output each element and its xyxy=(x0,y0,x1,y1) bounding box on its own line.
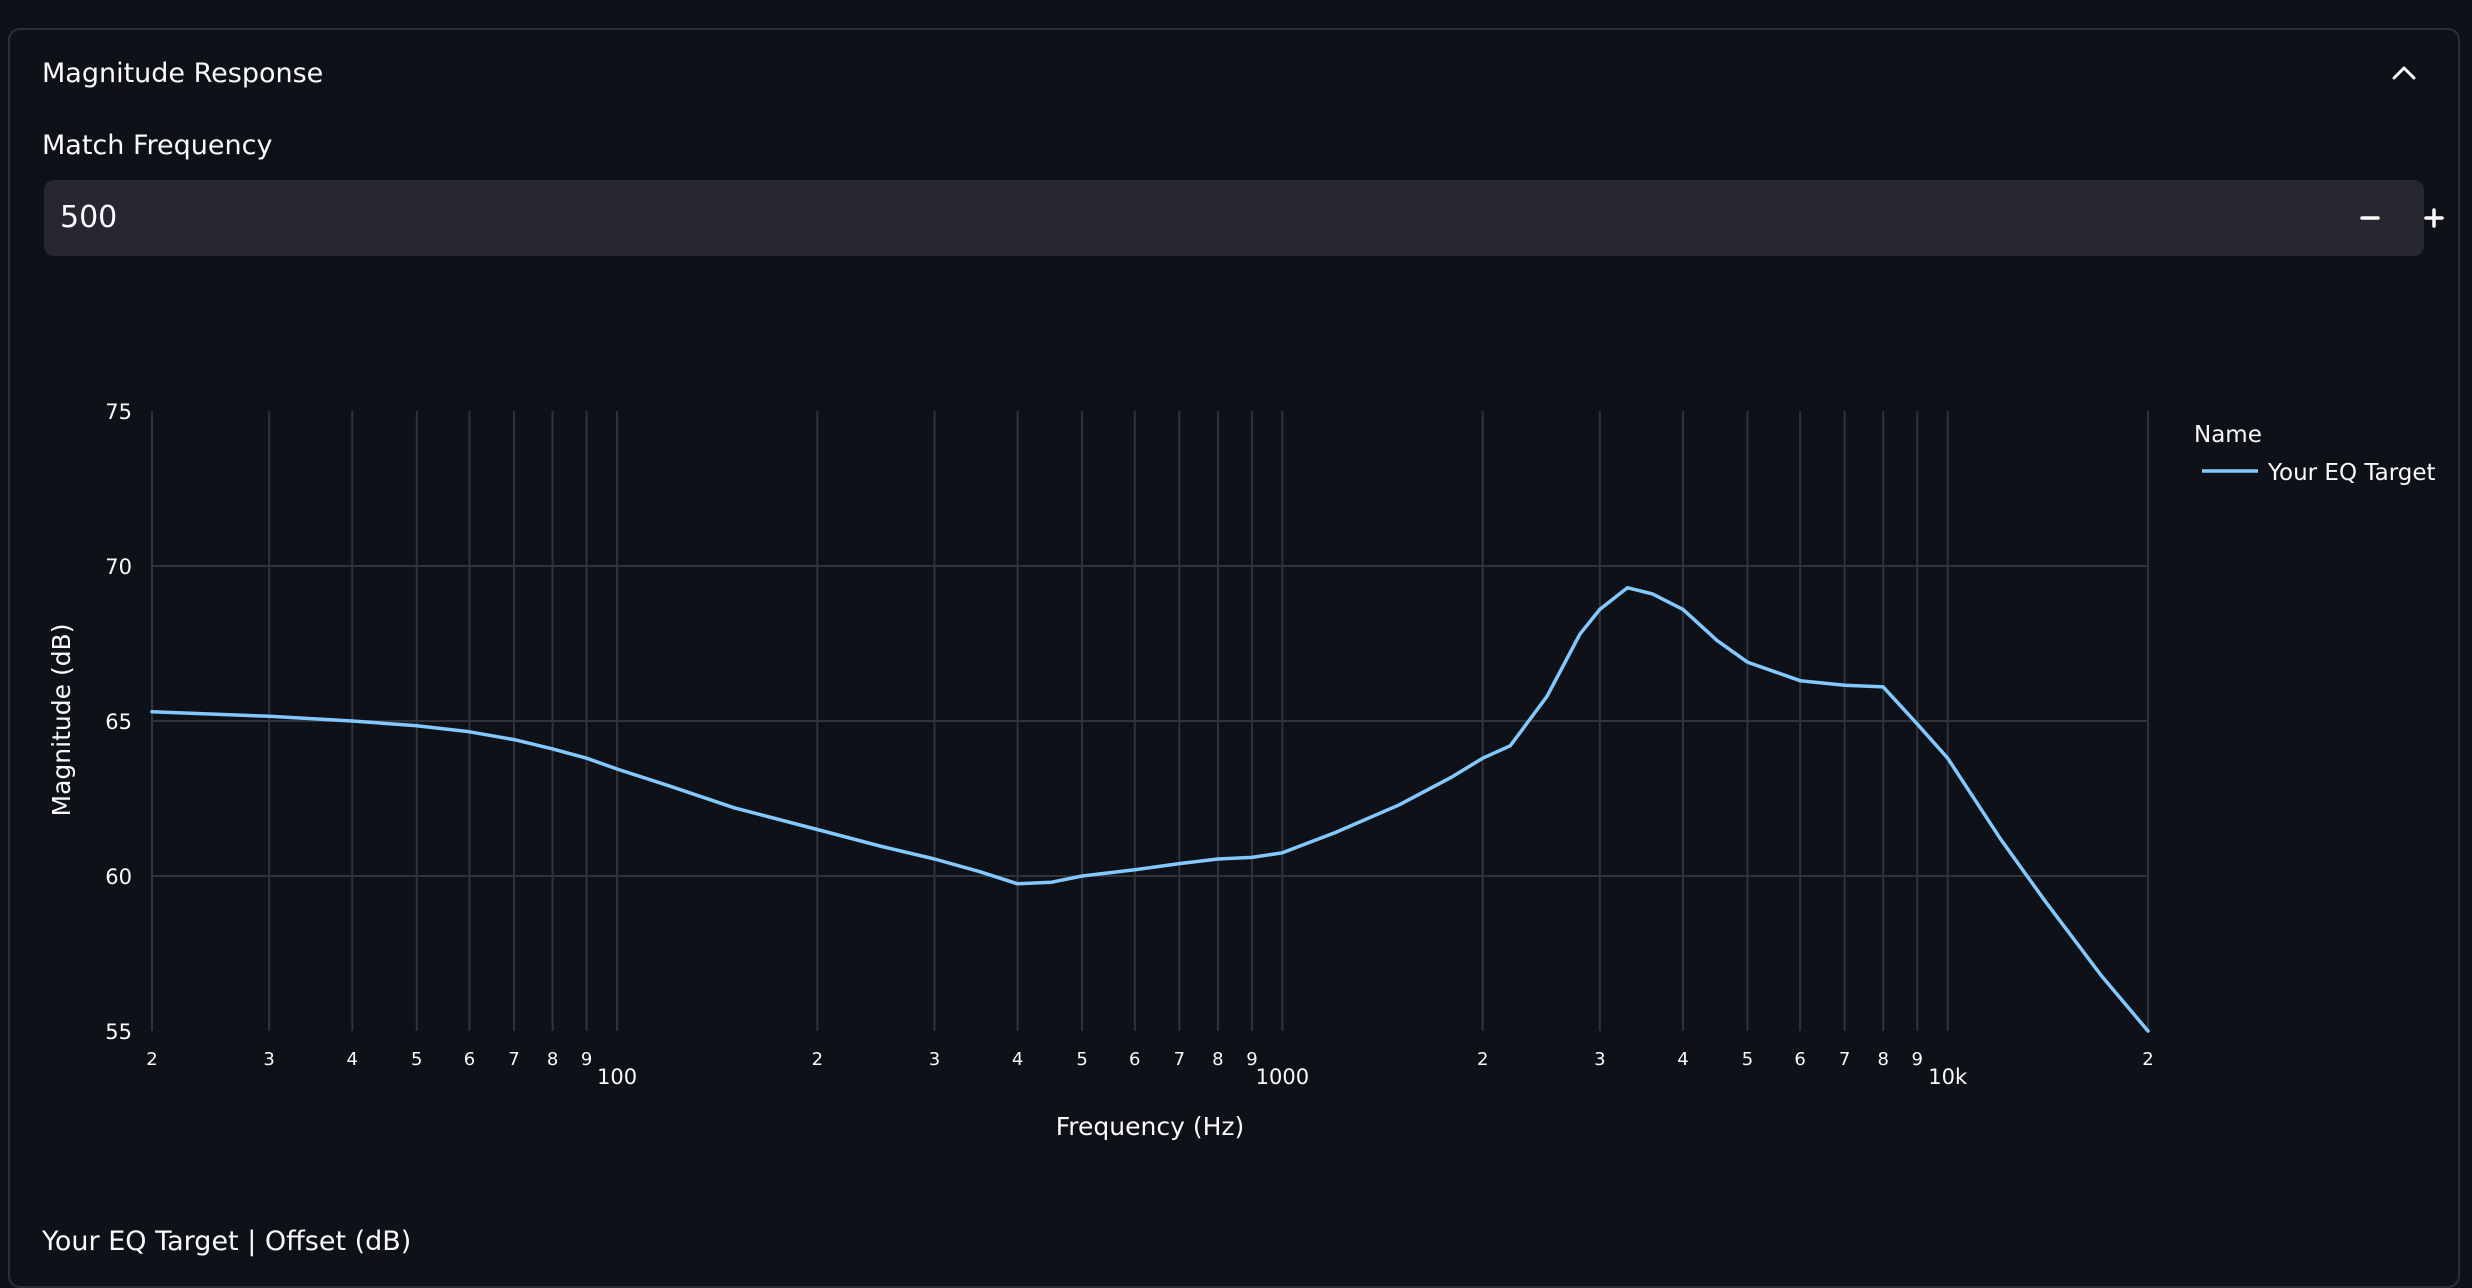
x-tick-label: 6 xyxy=(1129,1049,1140,1070)
y-axis-title: Magnitude (dB) xyxy=(47,624,76,817)
y-tick-label: 65 xyxy=(105,710,132,734)
y-tick-label: 70 xyxy=(105,555,132,579)
y-tick-labels: 55 60 65 70 75 xyxy=(105,400,132,1044)
x-tick-label: 100 xyxy=(597,1065,637,1089)
y-tick-label: 60 xyxy=(105,865,132,889)
x-tick-label: 8 xyxy=(1878,1049,1889,1070)
x-tick-label: 7 xyxy=(1839,1049,1850,1070)
x-tick-label: 10k xyxy=(1928,1065,1968,1089)
x-tick-label: 9 xyxy=(581,1049,592,1070)
legend-title: Name xyxy=(2194,422,2262,448)
x-tick-label: 3 xyxy=(263,1049,274,1070)
x-tick-label: 2 xyxy=(146,1049,157,1070)
match-frequency-value[interactable]: 500 xyxy=(60,200,118,235)
legend-item-label[interactable]: Your EQ Target xyxy=(2267,460,2436,486)
x-tick-label: 5 xyxy=(411,1049,422,1070)
chevron-up-icon[interactable] xyxy=(2390,62,2418,82)
x-tick-label: 1000 xyxy=(1256,1065,1309,1089)
x-axis-title: Frequency (Hz) xyxy=(1056,1112,1245,1141)
x-tick-label: 4 xyxy=(1677,1049,1688,1070)
x-tick-label: 7 xyxy=(1174,1049,1185,1070)
x-tick-label: 2 xyxy=(812,1049,823,1070)
series-line[interactable] xyxy=(150,585,2150,1033)
series-lines xyxy=(150,585,2150,1033)
x-tick-label: 7 xyxy=(508,1049,519,1070)
x-tick-label: 8 xyxy=(1212,1049,1223,1070)
x-tick-label: 8 xyxy=(547,1049,558,1070)
x-tick-label: 9 xyxy=(1246,1049,1257,1070)
match-frequency-label: Match Frequency xyxy=(42,130,273,161)
x-tick-label: 9 xyxy=(1912,1049,1923,1070)
y-gridlines xyxy=(152,565,2148,877)
x-tick-label: 3 xyxy=(1594,1049,1605,1070)
minus-icon[interactable] xyxy=(2346,194,2394,242)
x-tick-label: 5 xyxy=(1742,1049,1753,1070)
x-tick-label: 6 xyxy=(464,1049,475,1070)
panel-title[interactable]: Magnitude Response xyxy=(42,58,324,89)
x-tick-label: 6 xyxy=(1794,1049,1805,1070)
x-tick-label: 2 xyxy=(2142,1049,2153,1070)
x-tick-label: 4 xyxy=(347,1049,358,1070)
y-tick-label: 75 xyxy=(105,400,132,424)
x-tick-label: 5 xyxy=(1076,1049,1087,1070)
x-tick-label: 3 xyxy=(929,1049,940,1070)
x-tick-label: 4 xyxy=(1012,1049,1023,1070)
plus-icon[interactable] xyxy=(2410,194,2458,242)
match-frequency-input[interactable]: 500 xyxy=(44,180,2444,256)
offset-section-label: Your EQ Target | Offset (dB) xyxy=(42,1226,412,1257)
x-tick-label: 2 xyxy=(1477,1049,1488,1070)
y-tick-label: 55 xyxy=(105,1020,132,1044)
